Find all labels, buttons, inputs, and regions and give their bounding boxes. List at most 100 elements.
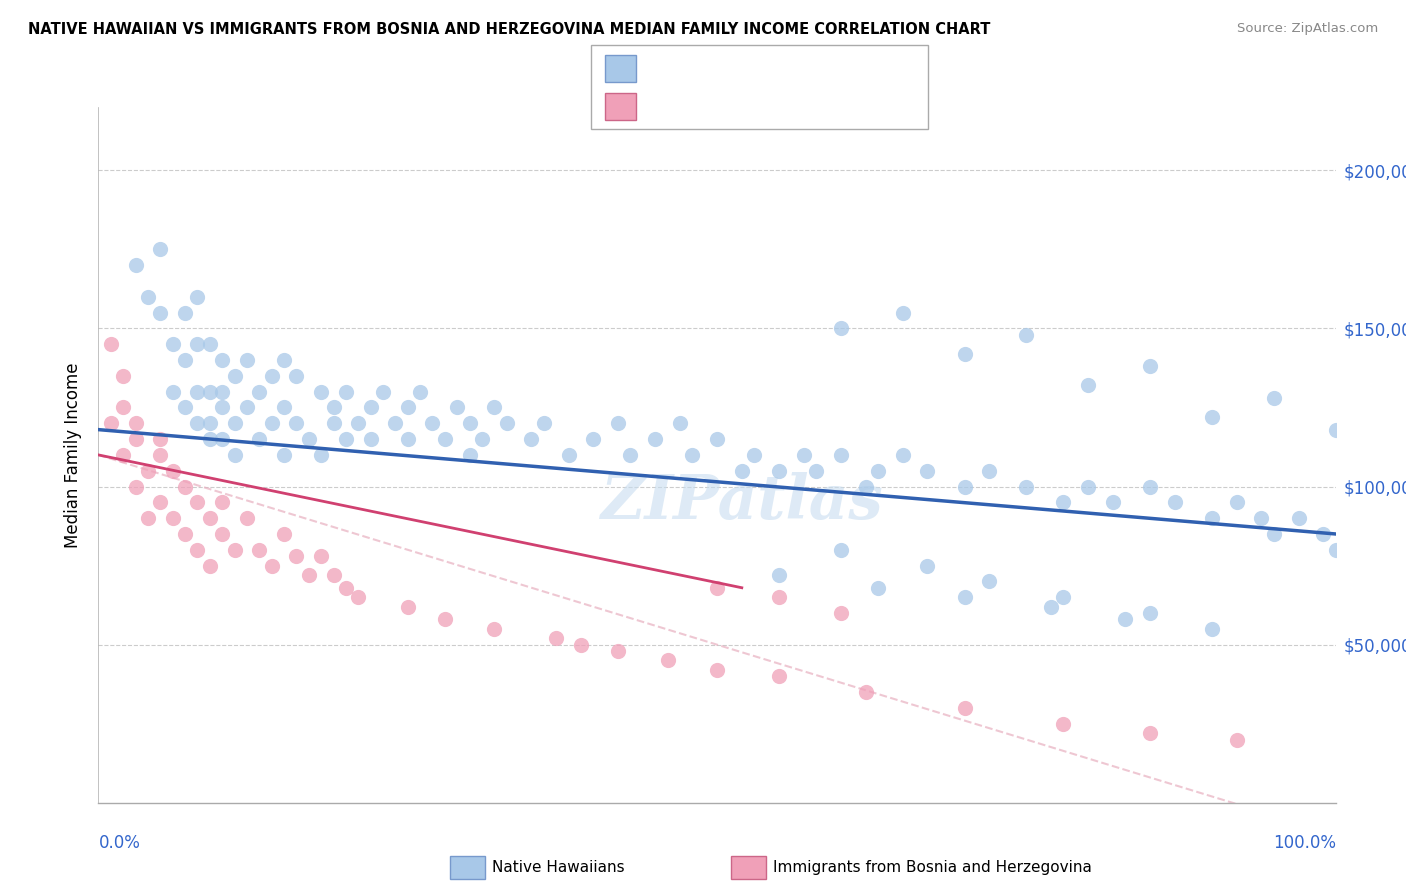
Point [273, 401, 295, 415]
Point [124, 417, 146, 431]
Point [260, 417, 283, 431]
Point [706, 432, 728, 446]
Point [619, 448, 641, 462]
Point [174, 305, 197, 319]
Point [198, 511, 221, 525]
Point [224, 448, 246, 462]
Point [124, 258, 146, 272]
Point [149, 448, 172, 462]
Point [112, 401, 135, 415]
Point [484, 401, 506, 415]
Point [768, 568, 790, 582]
Point [360, 401, 382, 415]
Point [322, 417, 344, 431]
Point [1201, 409, 1223, 424]
Point [136, 464, 159, 478]
Text: 100.0%: 100.0% [1272, 834, 1336, 852]
Point [309, 448, 332, 462]
Point [1139, 479, 1161, 493]
Point [100, 337, 122, 351]
Point [186, 384, 208, 399]
Point [557, 448, 579, 462]
Point [855, 685, 877, 699]
Point [136, 511, 159, 525]
Point [706, 581, 728, 595]
Text: R = -0.268   N = 114: R = -0.268 N = 114 [644, 59, 832, 78]
Point [742, 448, 765, 462]
Point [335, 581, 357, 595]
Point [211, 495, 233, 509]
Point [768, 669, 790, 683]
Point [211, 401, 233, 415]
Point [260, 558, 283, 573]
Text: R = -0.233   N = 38: R = -0.233 N = 38 [644, 97, 821, 115]
Point [198, 337, 221, 351]
Text: 0.0%: 0.0% [98, 834, 141, 852]
Point [1040, 599, 1063, 614]
Point [409, 384, 432, 399]
Point [768, 464, 790, 478]
Point [1250, 511, 1272, 525]
Point [198, 558, 221, 573]
Point [979, 464, 1001, 478]
Point [1263, 527, 1285, 541]
Point [186, 290, 208, 304]
Point [1015, 479, 1038, 493]
Point [866, 464, 889, 478]
Point [174, 353, 197, 368]
Point [866, 581, 889, 595]
Point [273, 448, 295, 462]
Point [371, 384, 394, 399]
Point [224, 542, 246, 557]
Point [347, 417, 370, 431]
Point [162, 337, 184, 351]
Point [285, 368, 308, 383]
Point [186, 337, 208, 351]
Point [569, 638, 592, 652]
Point [198, 417, 221, 431]
Point [273, 527, 295, 541]
Point [396, 599, 419, 614]
Point [953, 479, 976, 493]
Point [1201, 622, 1223, 636]
Point [830, 606, 852, 620]
Point [149, 243, 172, 257]
Point [285, 417, 308, 431]
Point [433, 612, 456, 626]
Point [830, 542, 852, 557]
Point [644, 432, 666, 446]
Point [211, 384, 233, 399]
Point [162, 511, 184, 525]
Point [149, 432, 172, 446]
Point [396, 432, 419, 446]
Point [953, 591, 976, 605]
Point [186, 417, 208, 431]
Point [347, 591, 370, 605]
Point [211, 527, 233, 541]
Point [1324, 423, 1347, 437]
Point [422, 417, 444, 431]
Point [607, 644, 630, 658]
Point [309, 384, 332, 399]
Y-axis label: Median Family Income: Median Family Income [65, 362, 83, 548]
Point [396, 401, 419, 415]
Text: Source: ZipAtlas.com: Source: ZipAtlas.com [1237, 22, 1378, 36]
Point [174, 401, 197, 415]
Point [149, 495, 172, 509]
Point [247, 432, 270, 446]
Point [657, 653, 679, 667]
Point [1324, 542, 1347, 557]
Point [224, 368, 246, 383]
Point [458, 417, 481, 431]
Text: Native Hawaiians: Native Hawaiians [492, 860, 624, 874]
Point [917, 464, 939, 478]
Point [458, 448, 481, 462]
Text: ZIPatlas: ZIPatlas [600, 473, 883, 533]
Point [236, 401, 259, 415]
Point [917, 558, 939, 573]
Point [1015, 327, 1038, 342]
Point [360, 432, 382, 446]
Point [211, 353, 233, 368]
Point [1052, 716, 1074, 731]
Text: NATIVE HAWAIIAN VS IMMIGRANTS FROM BOSNIA AND HERZEGOVINA MEDIAN FAMILY INCOME C: NATIVE HAWAIIAN VS IMMIGRANTS FROM BOSNI… [28, 22, 990, 37]
